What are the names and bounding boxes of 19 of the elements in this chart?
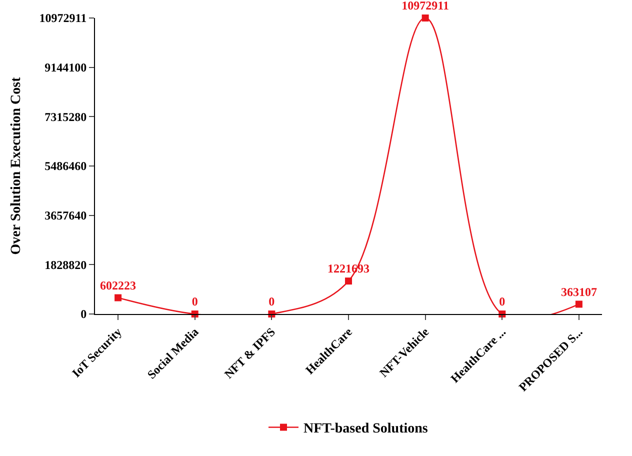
y-tick-label: 1828820 — [44, 258, 87, 272]
y-tick-label: 9144100 — [44, 60, 87, 75]
data-label: 0 — [192, 294, 198, 309]
point — [114, 294, 122, 302]
y-axis-title: Over Solution Execution Cost — [8, 76, 24, 255]
y-tick-label: 7315280 — [44, 110, 87, 124]
data-label: 0 — [268, 294, 275, 309]
y-tick-label: 10972911 — [39, 11, 87, 26]
y-tick-label: 0 — [80, 307, 87, 322]
data-label: 363107 — [560, 284, 597, 299]
point — [575, 300, 582, 308]
point — [422, 14, 429, 22]
data-label: 0 — [499, 294, 506, 309]
y-tick-label: 5486460 — [44, 159, 87, 174]
legend-label: NFT-based Solutions — [304, 422, 428, 437]
data-label: 10972911 — [402, 0, 449, 13]
data-label: 602223 — [100, 278, 136, 292]
y-tick-label: 3657640 — [44, 208, 87, 223]
point — [345, 278, 352, 285]
